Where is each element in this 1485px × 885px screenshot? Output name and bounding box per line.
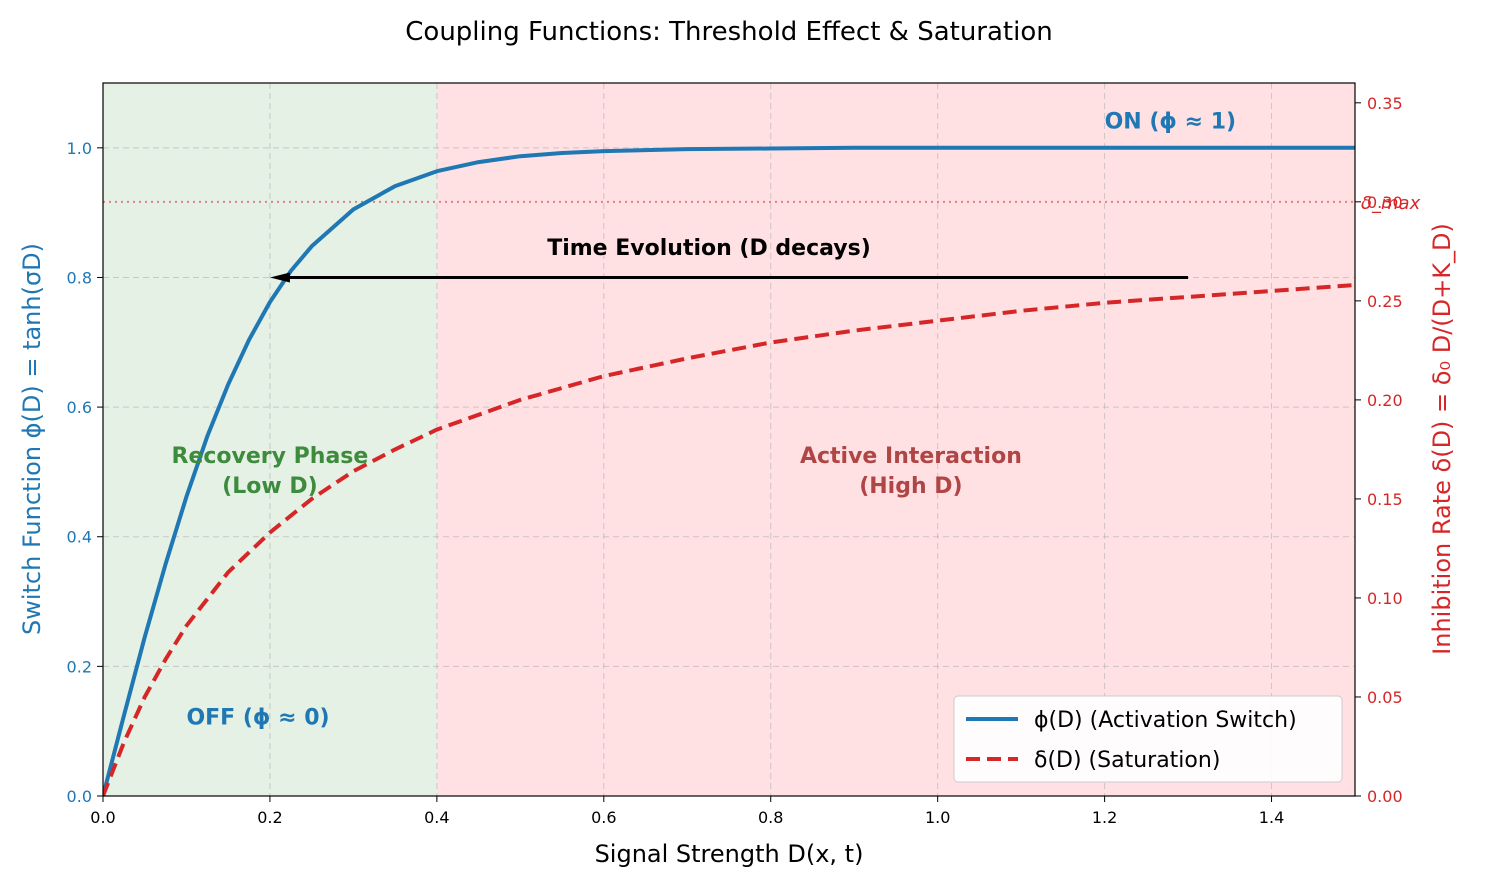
x-tick-label: 0.8: [758, 808, 783, 827]
y-left-tick-label: 0.4: [67, 528, 92, 547]
y-right-tick-label: 0.00: [1367, 787, 1403, 806]
y-right-tick-label: 0.10: [1367, 589, 1403, 608]
x-tick-label: 1.0: [925, 808, 950, 827]
reference-line-label: δ_max: [1361, 193, 1421, 214]
series-line-1: [103, 283, 1355, 796]
x-tick-label: 0.0: [90, 808, 115, 827]
legend-box: [953, 695, 1343, 783]
y-left-tick-label: 0.6: [67, 398, 92, 417]
chart-title: Coupling Functions: Threshold Effect & S…: [405, 17, 1052, 47]
y-right-tick-label: 0.35: [1367, 94, 1403, 113]
y-right-axis-label: Inhibition Rate δ(D) = δ₀ D/(D+K_D): [1428, 223, 1456, 655]
y-left-tick-label: 0.2: [67, 657, 92, 676]
reference-lines: δ_max: [103, 193, 1421, 214]
regions: [103, 83, 1355, 796]
off-annotation: OFF (ϕ ≈ 0): [186, 706, 329, 731]
region-label-line: (Low D): [222, 474, 318, 499]
legend-label-1: δ(D) (Saturation): [1034, 748, 1220, 773]
plot-frame: [102, 82, 1356, 797]
x-tick-label: 0.4: [424, 808, 449, 827]
arrow-head: [269, 272, 290, 283]
series-lines: [103, 145, 1355, 796]
time-arrow: [269, 272, 1189, 283]
y-right-tick-label: 0.30: [1367, 193, 1403, 212]
y-left-tick-label: 1.0: [67, 139, 92, 158]
y-right-tick-label: 0.15: [1367, 490, 1403, 509]
region-active: [436, 83, 1355, 796]
time-evolution: Time Evolution (D decays): [547, 236, 871, 261]
region-label-line: (High D): [859, 474, 962, 499]
annotations: Recovery Phase (Low D) Active Interaction (…: [172, 109, 1237, 730]
x-tick-label: 1.4: [1259, 808, 1284, 827]
legend-label-0: ϕ(D) (Activation Switch): [1034, 708, 1297, 733]
y-right-tick-label: 0.25: [1367, 292, 1403, 311]
region-label-active: Active Interaction (High D): [800, 444, 1022, 499]
y-right-tick-label: 0.05: [1367, 688, 1403, 707]
x-axis-label: Signal Strength D(x, t): [595, 840, 864, 868]
x-tick-label: 0.6: [591, 808, 616, 827]
region-label-recovery: Recovery Phase (Low D): [172, 444, 369, 499]
x-tick-label: 0.2: [257, 808, 282, 827]
series-line-0: [103, 145, 1355, 796]
ticks: 0.0 0.2 0.4 0.6 0.8 1.0 1.2 1.4 0.0 0.2 0.4 0.6 0.8 1…: [67, 94, 1403, 827]
on-annotation: ON (ϕ ≈ 1): [1105, 109, 1236, 134]
region-label-line: Active Interaction: [800, 444, 1022, 469]
legend: ϕ(D) (Activation Switch) δ(D) (Saturation…: [953, 695, 1343, 783]
y-left-tick-label: 0.0: [67, 787, 92, 806]
region-label-line: Recovery Phase: [172, 444, 369, 469]
x-tick-label: 1.2: [1092, 808, 1117, 827]
y-right-tick-label: 0.20: [1367, 391, 1403, 410]
y-left-axis-label: Switch Function ϕ(D) = tanh(σD): [18, 243, 46, 635]
y-left-tick-label: 0.8: [67, 268, 92, 287]
